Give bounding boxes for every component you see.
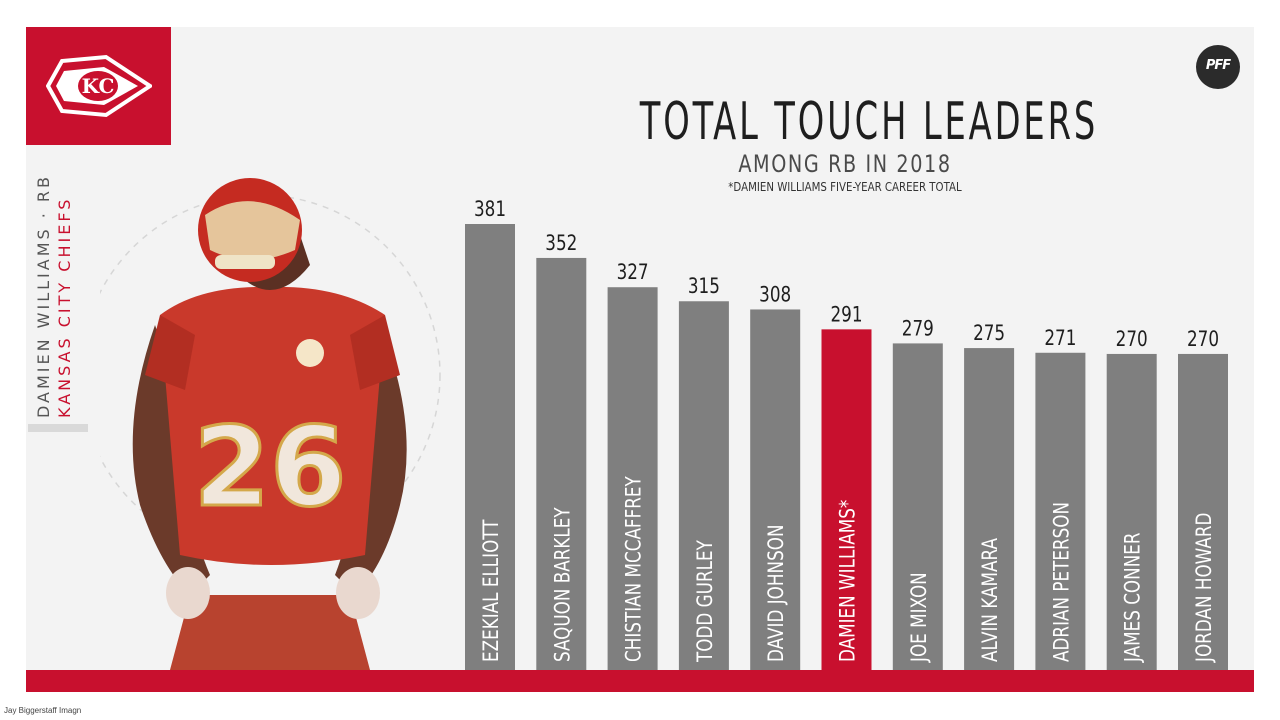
- bottom-accent-bar: [26, 670, 1254, 692]
- bar-5: [821, 329, 872, 670]
- bar-category-label: DAMIEN WILLIAMS*: [836, 500, 860, 662]
- side-divider: [28, 424, 88, 432]
- bar-value-label: 291: [830, 303, 862, 327]
- jersey-number: 26: [193, 403, 346, 531]
- chiefs-arrowhead-icon: KC: [46, 54, 152, 118]
- bar-2: [607, 287, 658, 670]
- bar-0: [465, 224, 515, 670]
- photo-credit: Jay Biggerstaff Imagn: [4, 706, 82, 715]
- bar-category-label: JORDAN HOWARD: [1192, 513, 1216, 663]
- svg-text:KC: KC: [82, 74, 115, 98]
- chart-title: TOTAL TOUCH LEADERS: [639, 92, 1099, 152]
- bar-value-label: 271: [1044, 326, 1076, 350]
- player-illustration: 26: [79, 178, 441, 670]
- bar-value-label: 279: [902, 317, 934, 341]
- bar-value-label: 270: [1116, 327, 1148, 351]
- bar-6: [892, 343, 943, 670]
- bar-category-label: EZEKIAL ELLIOTT: [479, 519, 503, 662]
- team-logo-box: KC: [26, 27, 171, 145]
- bar-value-label: 352: [545, 231, 577, 255]
- bar-category-label: JAMES CONNER: [1121, 532, 1145, 662]
- bar-value-label: 270: [1187, 327, 1219, 351]
- bar-9: [1106, 353, 1157, 670]
- bar-value-label: 308: [759, 283, 791, 307]
- bar-value-label: 381: [474, 197, 506, 221]
- bar-value-label: 275: [973, 321, 1005, 345]
- bar-category-label: ALVIN KAMARA: [978, 538, 1002, 662]
- bar-4: [750, 309, 801, 670]
- bar-category-label: TODD GURLEY: [693, 540, 717, 663]
- pff-logo-icon: PFF: [1196, 45, 1240, 89]
- bar-8: [1035, 352, 1086, 670]
- chart-subtitle: AMONG RB IN 2018: [738, 150, 952, 178]
- bar-value-label: 327: [617, 260, 649, 284]
- bar-3: [678, 301, 729, 670]
- bar-7: [964, 348, 1015, 670]
- bar-category-label: CHISTIAN MCCAFFREY: [622, 476, 646, 662]
- chart-footnote: *DAMIEN WILLIAMS FIVE-YEAR CAREER TOTAL: [728, 180, 962, 194]
- player-photo: 26: [79, 175, 450, 670]
- bar-value-label: 315: [688, 274, 720, 298]
- bar-1: [536, 257, 587, 670]
- bar-10: [1178, 353, 1228, 670]
- bar-category-label: DAVID JOHNSON: [764, 524, 788, 662]
- pff-logo-text: PFF: [1205, 58, 1231, 73]
- bar-category-label: JOE MIXON: [907, 572, 931, 663]
- bar-category-label: SAQUON BARKLEY: [551, 507, 575, 662]
- bar-category-label: ADRIAN PETERSON: [1050, 502, 1074, 662]
